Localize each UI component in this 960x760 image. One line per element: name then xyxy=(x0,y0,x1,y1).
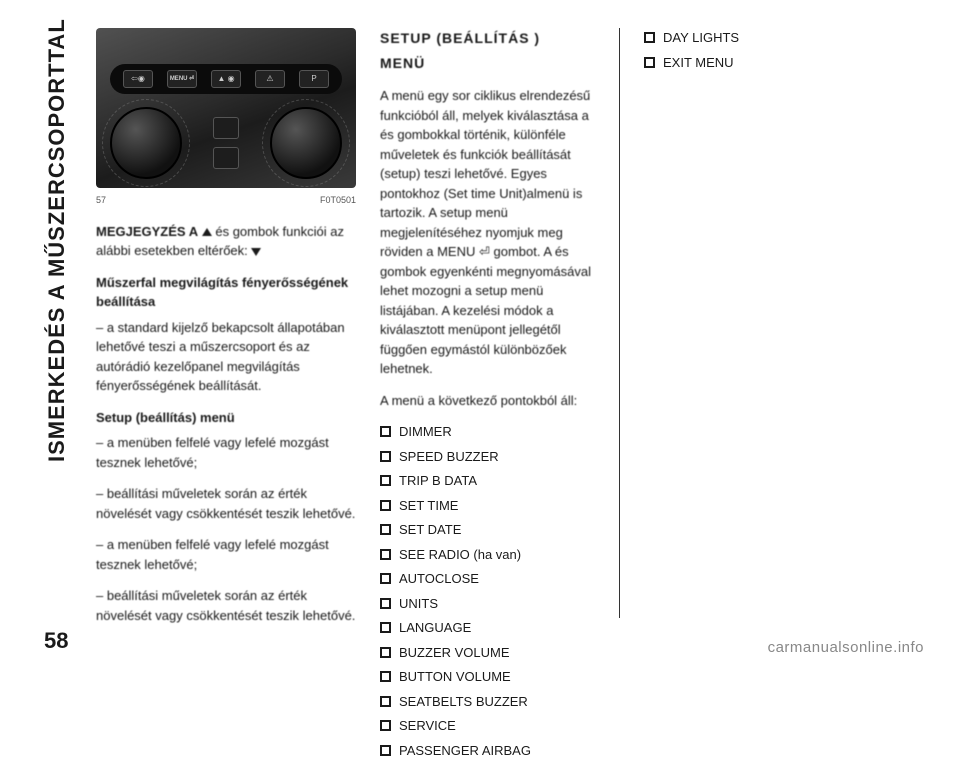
para-setup-c: – a menüben felfelé vagy lefelé mozgást … xyxy=(96,535,356,574)
subhead-brightness: Műszerfal megvilágítás fényerősségének b… xyxy=(96,273,356,312)
mini-btn-1 xyxy=(213,117,239,139)
menu-list-continued: DAY LIGHTS EXIT MENU xyxy=(644,28,924,72)
mini-btn-2 xyxy=(213,147,239,169)
knob-row xyxy=(110,108,342,178)
center-mini-buttons xyxy=(213,117,239,169)
figure-number: 57 xyxy=(96,194,106,208)
checkbox-icon xyxy=(380,671,391,682)
menu-item: SERVICE xyxy=(380,716,599,736)
checkbox-icon xyxy=(380,598,391,609)
column-1: ⇦◉ MENU ⏎ ▲ ◉ ⚠ P 57 F0T0501 xyxy=(96,28,356,618)
dash-btn-park-icon: P xyxy=(299,70,329,88)
menu-item-label: SEE RADIO (ha van) xyxy=(399,545,521,565)
menu-item-label: SERVICE xyxy=(399,716,456,736)
menu-item-label: DIMMER xyxy=(399,422,452,442)
menu-item: SET DATE xyxy=(380,520,599,540)
dash-btn-hazard-icon: ⚠ xyxy=(255,70,285,88)
para-setup-b: – beállítási műveletek során az érték nö… xyxy=(96,484,356,523)
right-knob xyxy=(270,107,342,179)
dash-button-strip: ⇦◉ MENU ⏎ ▲ ◉ ⚠ P xyxy=(110,64,342,94)
menu-item-label: PASSENGER AIRBAG xyxy=(399,741,531,760)
menu-item-label: LANGUAGE xyxy=(399,618,471,638)
column-3: DAY LIGHTS EXIT MENU xyxy=(644,28,924,618)
dash-btn-up-icon: ▲ ◉ xyxy=(211,70,241,88)
checkbox-icon xyxy=(380,500,391,511)
checkbox-icon xyxy=(380,647,391,658)
triangle-up-icon xyxy=(202,228,212,236)
menu-item-label: EXIT MENU xyxy=(663,53,734,73)
checkbox-icon xyxy=(380,549,391,560)
checkbox-icon xyxy=(380,524,391,535)
triangle-down-icon xyxy=(251,248,261,256)
setup-intro: A menü egy sor ciklikus elrendezésű funk… xyxy=(380,86,599,379)
checkbox-icon xyxy=(380,745,391,756)
figure-code: F0T0501 xyxy=(320,194,356,208)
menu-item: TRIP B DATA xyxy=(380,471,599,491)
checkbox-icon xyxy=(380,622,391,633)
checkbox-icon xyxy=(380,573,391,584)
footer-source-link: carmanualsonline.info xyxy=(768,639,924,656)
note-paragraph: MEGJEGYZÉS A és gombok funkciói az alább… xyxy=(96,222,356,261)
setup-title-2: MENÜ xyxy=(380,53,599,74)
menu-item-label: SET TIME xyxy=(399,496,458,516)
subhead-setup-menu: Setup (beállítás) menü xyxy=(96,408,356,428)
checkbox-icon xyxy=(380,720,391,731)
side-section-title: ISMERKEDÉS A MŰSZERCSOPORTTAL xyxy=(44,18,72,578)
dash-btn-menu: MENU ⏎ xyxy=(167,70,197,88)
menu-item-label: BUTTON VOLUME xyxy=(399,667,511,687)
checkbox-icon xyxy=(380,696,391,707)
menu-item: DIMMER xyxy=(380,422,599,442)
dash-btn-light-icon: ⇦◉ xyxy=(123,70,153,88)
checkbox-icon xyxy=(644,57,655,68)
menu-item: BUTTON VOLUME xyxy=(380,667,599,687)
menu-list-intro: A menü a következő pontokból áll: xyxy=(380,391,599,411)
menu-item: SET TIME xyxy=(380,496,599,516)
figure-caption: 57 F0T0501 xyxy=(96,194,356,208)
checkbox-icon xyxy=(380,426,391,437)
manual-page: ISMERKEDÉS A MŰSZERCSOPORTTAL 58 ⇦◉ MENU… xyxy=(0,0,960,678)
menu-item: BUZZER VOLUME xyxy=(380,643,599,663)
note-label: MEGJEGYZÉS A xyxy=(96,224,198,239)
checkbox-icon xyxy=(644,32,655,43)
menu-item-label: SPEED BUZZER xyxy=(399,447,499,467)
menu-list: DIMMER SPEED BUZZER TRIP B DATA SET TIME… xyxy=(380,422,599,760)
menu-item: SPEED BUZZER xyxy=(380,447,599,467)
menu-item-label: AUTOCLOSE xyxy=(399,569,479,589)
menu-item: UNITS xyxy=(380,594,599,614)
setup-title-1: SETUP (BEÁLLÍTÁS ) xyxy=(380,28,599,49)
para-setup-a: – a menüben felfelé vagy lefelé mozgást … xyxy=(96,433,356,472)
checkbox-icon xyxy=(380,451,391,462)
menu-item-label: DAY LIGHTS xyxy=(663,28,739,48)
menu-item: SEE RADIO (ha van) xyxy=(380,545,599,565)
menu-item: SEATBELTS BUZZER xyxy=(380,692,599,712)
menu-item: EXIT MENU xyxy=(644,53,924,73)
para-brightness: – a standard kijelző bekapcsolt állapotá… xyxy=(96,318,356,396)
dashboard-figure: ⇦◉ MENU ⏎ ▲ ◉ ⚠ P xyxy=(96,28,356,188)
left-knob xyxy=(110,107,182,179)
menu-item-label: UNITS xyxy=(399,594,438,614)
menu-item-label: BUZZER VOLUME xyxy=(399,643,510,663)
menu-item: AUTOCLOSE xyxy=(380,569,599,589)
checkbox-icon xyxy=(380,475,391,486)
menu-item-label: SEATBELTS BUZZER xyxy=(399,692,528,712)
column-2: SETUP (BEÁLLÍTÁS ) MENÜ A menü egy sor c… xyxy=(380,28,620,618)
menu-item-label: TRIP B DATA xyxy=(399,471,477,491)
menu-item: LANGUAGE xyxy=(380,618,599,638)
menu-item: PASSENGER AIRBAG xyxy=(380,741,599,760)
content-area: ⇦◉ MENU ⏎ ▲ ◉ ⚠ P 57 F0T0501 xyxy=(96,28,924,618)
page-number: 58 xyxy=(44,628,68,654)
menu-item: DAY LIGHTS xyxy=(644,28,924,48)
para-setup-d: – beállítási műveletek során az érték nö… xyxy=(96,586,356,625)
menu-item-label: SET DATE xyxy=(399,520,461,540)
